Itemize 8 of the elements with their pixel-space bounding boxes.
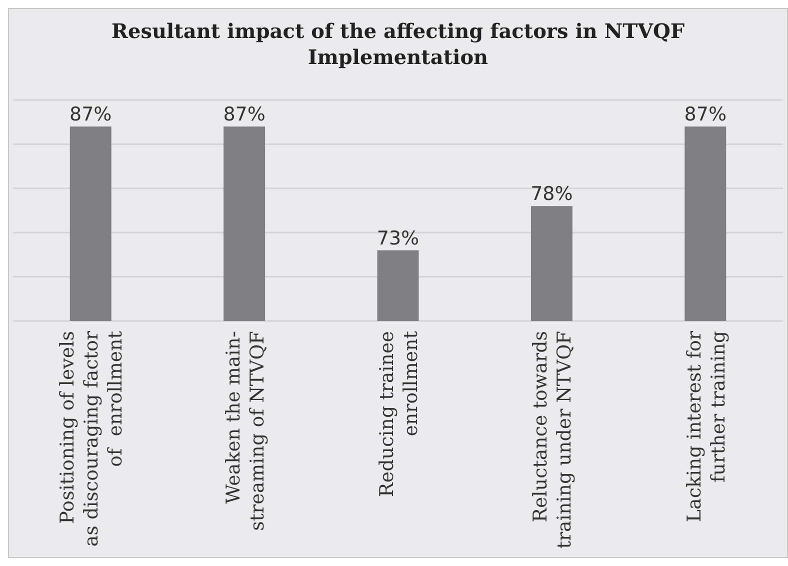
data-label: 87% bbox=[684, 104, 726, 126]
data-label: 73% bbox=[376, 227, 420, 250]
data-label: 87% bbox=[223, 104, 266, 126]
data-label: 87% bbox=[70, 104, 112, 126]
x-tick-label: Reducing trainee enrollment bbox=[376, 330, 422, 497]
chart-title: Resultant impact of the affecting factors in NTVQF Implementation bbox=[111, 19, 685, 69]
data-label: 78% bbox=[530, 183, 573, 206]
x-tick-label: Positioning of levels as discouraging factor of enrollment bbox=[56, 330, 127, 547]
